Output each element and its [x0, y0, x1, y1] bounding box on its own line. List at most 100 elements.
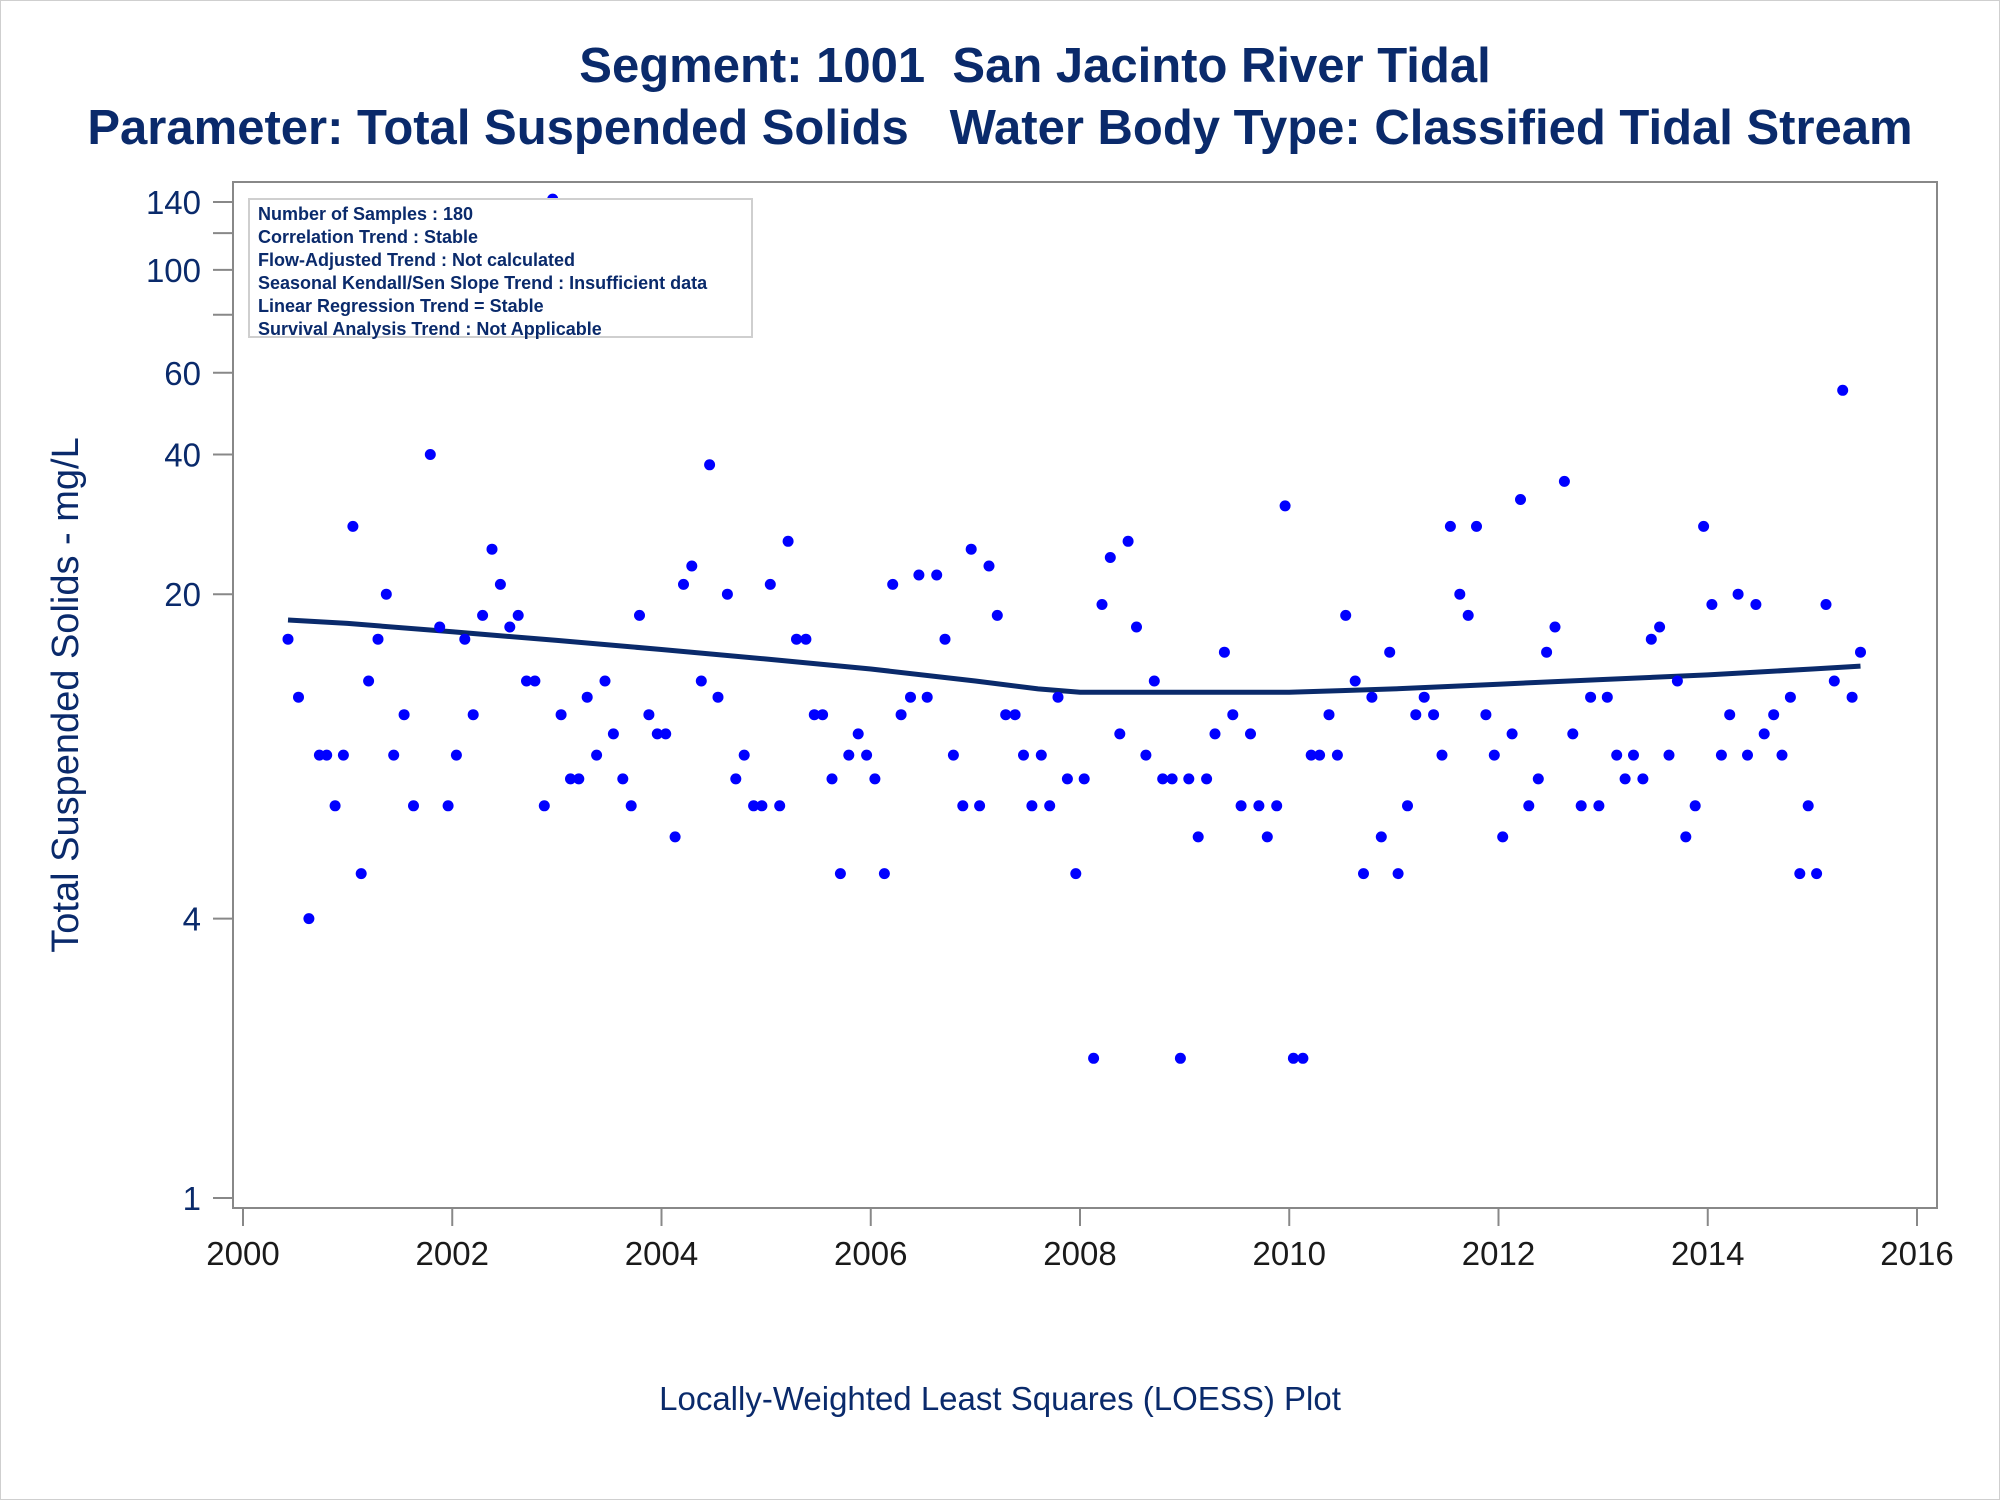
data-point — [939, 633, 951, 645]
data-point — [1192, 831, 1204, 843]
data-point — [1689, 800, 1701, 812]
plot-footnote: Locally-Weighted Least Squares (LOESS) P… — [659, 1380, 1341, 1417]
data-point — [852, 728, 864, 740]
data-point — [1645, 633, 1657, 645]
plot-frame — [232, 181, 1938, 1209]
data-point — [1088, 1052, 1100, 1064]
data-point — [355, 868, 367, 880]
data-point — [1131, 621, 1142, 633]
data-point — [1410, 709, 1422, 721]
data-point — [1227, 709, 1239, 721]
data-point — [321, 749, 333, 761]
chart-subtitle: Parameter: Total Suspended Solids Water … — [87, 101, 1913, 155]
data-point — [1166, 773, 1178, 785]
data-point — [869, 773, 881, 785]
data-point — [1619, 773, 1631, 785]
data-point — [651, 728, 663, 740]
data-point — [1218, 646, 1230, 658]
data-point — [1724, 709, 1736, 721]
x-tick-label: 2010 — [1253, 1235, 1326, 1272]
data-point — [1201, 773, 1213, 785]
data-point — [1140, 749, 1152, 761]
data-point — [1078, 773, 1090, 785]
data-point — [1349, 675, 1361, 687]
trend-stats-box: Number of Samples : 180 Correlation Tren… — [248, 198, 753, 339]
data-point — [1444, 520, 1456, 532]
data-point — [1523, 800, 1535, 812]
stat-seasonal-kendall-trend: Seasonal Kendall/Sen Slope Trend : Insuf… — [258, 273, 708, 293]
data-point — [1384, 646, 1396, 658]
data-point — [921, 691, 933, 703]
data-point — [1044, 800, 1056, 812]
data-point — [1488, 749, 1500, 761]
data-point — [1497, 831, 1509, 843]
data-point — [826, 773, 838, 785]
data-point — [293, 691, 304, 703]
data-point — [388, 749, 400, 761]
data-point — [1654, 621, 1666, 633]
data-point — [1628, 749, 1639, 761]
data-point — [1637, 773, 1649, 785]
data-point — [1174, 1052, 1186, 1064]
data-point — [756, 800, 768, 812]
data-point — [1828, 675, 1840, 687]
data-point — [565, 773, 576, 785]
data-point — [581, 691, 593, 703]
y-axis-label: Total Suspended Solids - mg/L — [45, 437, 87, 952]
data-point — [1183, 773, 1195, 785]
data-point — [1009, 709, 1021, 721]
data-point — [1811, 868, 1823, 880]
data-point — [1279, 500, 1291, 512]
data-point — [467, 709, 479, 721]
data-point — [1418, 691, 1430, 703]
data-point — [1480, 709, 1492, 721]
data-point — [712, 691, 724, 703]
data-point — [1558, 475, 1570, 487]
data-point — [591, 749, 603, 761]
data-point — [817, 709, 829, 721]
data-point — [791, 633, 802, 645]
data-point — [660, 728, 672, 740]
data-point — [721, 588, 733, 600]
data-point — [347, 520, 359, 532]
data-point — [1271, 800, 1283, 812]
data-point — [1611, 749, 1623, 761]
data-point — [1820, 599, 1832, 610]
data-point — [1026, 800, 1038, 812]
y-tick-label: 60 — [164, 355, 201, 392]
data-point — [372, 633, 384, 645]
data-point — [625, 800, 637, 812]
stat-linear-regression-trend: Linear Regression Trend = Stable — [258, 296, 544, 316]
data-point — [1331, 749, 1343, 761]
data-point — [538, 800, 550, 812]
data-point — [1715, 749, 1727, 761]
data-point — [965, 543, 977, 555]
data-point — [486, 543, 498, 555]
data-point — [1671, 675, 1683, 687]
data-point — [1593, 800, 1605, 812]
data-point — [669, 831, 681, 843]
y-tick-label: 100 — [146, 252, 201, 289]
data-point — [1768, 709, 1780, 721]
data-point — [329, 800, 341, 812]
data-point — [1323, 709, 1335, 721]
data-point — [1035, 749, 1047, 761]
data-point — [1855, 646, 1866, 658]
data-point — [1235, 800, 1247, 812]
data-point — [887, 578, 899, 590]
data-point — [974, 800, 986, 812]
data-point — [1392, 868, 1404, 880]
data-point — [800, 633, 812, 645]
chart-title: Segment: 1001 San Jacinto River Tidal — [579, 39, 1491, 93]
loess-trend-line — [287, 617, 1861, 695]
data-point — [730, 773, 742, 785]
x-tick-label: 2004 — [625, 1235, 698, 1272]
data-point — [504, 621, 516, 633]
data-point — [738, 749, 750, 761]
data-point — [1794, 868, 1806, 880]
stat-flow-adjusted-trend: Flow-Adjusted Trend : Not calculated — [258, 250, 576, 270]
data-point — [947, 749, 959, 761]
data-point — [1402, 800, 1413, 812]
data-point — [1305, 749, 1317, 761]
data-point — [1018, 749, 1029, 761]
